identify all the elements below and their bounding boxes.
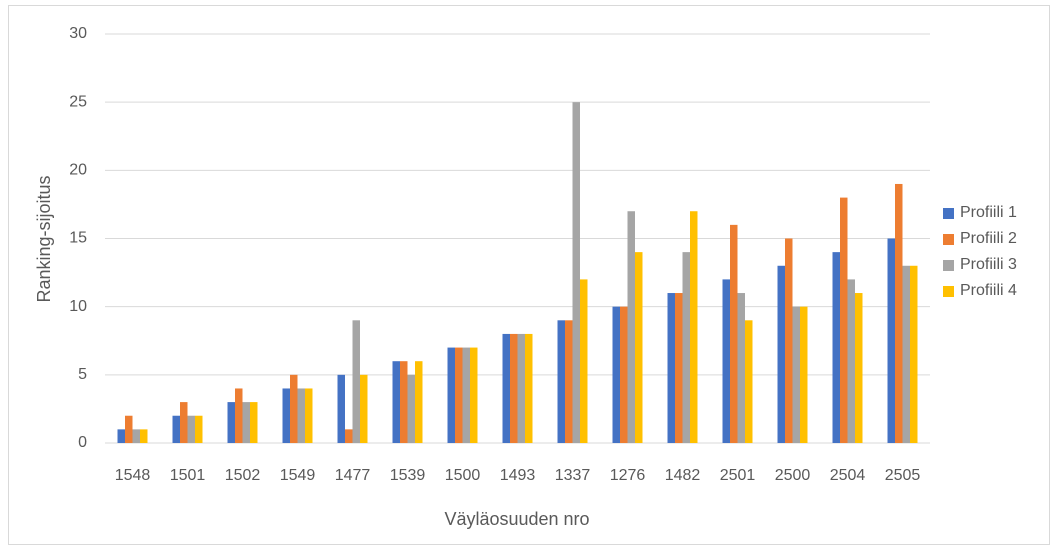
bar bbox=[352, 320, 360, 443]
y-tick-label: 10 bbox=[69, 298, 87, 315]
bar bbox=[227, 402, 235, 443]
legend-label: Profiili 1 bbox=[960, 204, 1017, 221]
x-tick-label: 1276 bbox=[610, 467, 646, 484]
bar bbox=[407, 374, 415, 443]
bar bbox=[180, 402, 188, 443]
bar bbox=[140, 429, 148, 443]
x-tick-label: 2501 bbox=[720, 467, 756, 484]
legend-swatch bbox=[943, 234, 954, 245]
x-tick-label: 1501 bbox=[170, 467, 206, 484]
bar bbox=[400, 361, 408, 443]
bar bbox=[910, 265, 918, 443]
y-tick-label: 5 bbox=[78, 366, 87, 383]
x-tick-label: 1502 bbox=[225, 467, 261, 484]
y-axis-title: Ranking-sijoitus bbox=[34, 175, 54, 302]
bar bbox=[745, 320, 753, 443]
bar bbox=[627, 211, 635, 443]
bar bbox=[360, 374, 368, 443]
bar bbox=[132, 429, 140, 443]
x-axis-title: Väyläosuuden nro bbox=[444, 509, 589, 529]
bar bbox=[612, 306, 620, 443]
bar bbox=[840, 197, 848, 443]
bar bbox=[297, 388, 305, 443]
bar bbox=[832, 252, 840, 443]
y-tick-label: 30 bbox=[69, 25, 87, 42]
bar bbox=[525, 333, 533, 443]
legend-label: Profiili 4 bbox=[960, 282, 1017, 299]
bar bbox=[415, 361, 423, 443]
y-tick-label: 25 bbox=[69, 93, 87, 110]
x-tick-label: 2500 bbox=[775, 467, 811, 484]
bar bbox=[187, 415, 195, 443]
bar bbox=[337, 374, 345, 443]
legend-swatch bbox=[943, 260, 954, 271]
bar bbox=[777, 265, 785, 443]
y-tick-label: 15 bbox=[69, 230, 87, 247]
bar bbox=[510, 333, 518, 443]
bar bbox=[635, 252, 643, 443]
bar bbox=[117, 429, 125, 443]
y-tick-label: 20 bbox=[69, 162, 87, 179]
x-tick-label: 1548 bbox=[115, 467, 151, 484]
bar bbox=[557, 320, 565, 443]
bar bbox=[172, 415, 180, 443]
y-tick-label: 0 bbox=[78, 434, 87, 451]
bar bbox=[580, 279, 588, 443]
bar bbox=[290, 374, 298, 443]
legend-swatch bbox=[943, 286, 954, 297]
bar bbox=[730, 224, 738, 443]
x-tick-label: 1493 bbox=[500, 467, 536, 484]
bar bbox=[462, 347, 470, 443]
bar bbox=[235, 388, 243, 443]
bar bbox=[675, 293, 683, 443]
bar bbox=[847, 279, 855, 443]
bar bbox=[517, 333, 525, 443]
bar bbox=[502, 333, 510, 443]
bar bbox=[447, 347, 455, 443]
x-tick-label: 1549 bbox=[280, 467, 316, 484]
chart-border bbox=[8, 5, 1050, 545]
bar bbox=[282, 388, 290, 443]
bar bbox=[242, 402, 250, 443]
x-tick-label: 1482 bbox=[665, 467, 701, 484]
bar bbox=[895, 183, 903, 443]
legend-label: Profiili 2 bbox=[960, 230, 1017, 247]
bar bbox=[572, 102, 580, 444]
bar bbox=[305, 388, 313, 443]
bar bbox=[470, 347, 478, 443]
bar bbox=[345, 429, 353, 443]
x-tick-label: 2504 bbox=[830, 467, 866, 484]
bar bbox=[902, 265, 910, 443]
bar bbox=[737, 293, 745, 443]
bar bbox=[855, 293, 863, 443]
bar bbox=[667, 293, 675, 443]
bar bbox=[690, 211, 698, 443]
bar bbox=[250, 402, 258, 443]
x-tick-label: 1539 bbox=[390, 467, 426, 484]
legend-swatch bbox=[943, 208, 954, 219]
bar bbox=[565, 320, 573, 443]
x-tick-label: 1337 bbox=[555, 467, 591, 484]
bar bbox=[125, 415, 133, 443]
legend-label: Profiili 3 bbox=[960, 256, 1017, 273]
bar bbox=[722, 279, 730, 443]
bar bbox=[195, 415, 203, 443]
bar bbox=[800, 306, 808, 443]
bar bbox=[392, 361, 400, 443]
bar bbox=[620, 306, 628, 443]
x-tick-label: 2505 bbox=[885, 467, 921, 484]
bar bbox=[682, 252, 690, 443]
x-tick-label: 1500 bbox=[445, 467, 481, 484]
bar bbox=[792, 306, 800, 443]
bar bbox=[455, 347, 463, 443]
bar bbox=[887, 238, 895, 443]
x-tick-label: 1477 bbox=[335, 467, 371, 484]
bar bbox=[785, 238, 793, 443]
